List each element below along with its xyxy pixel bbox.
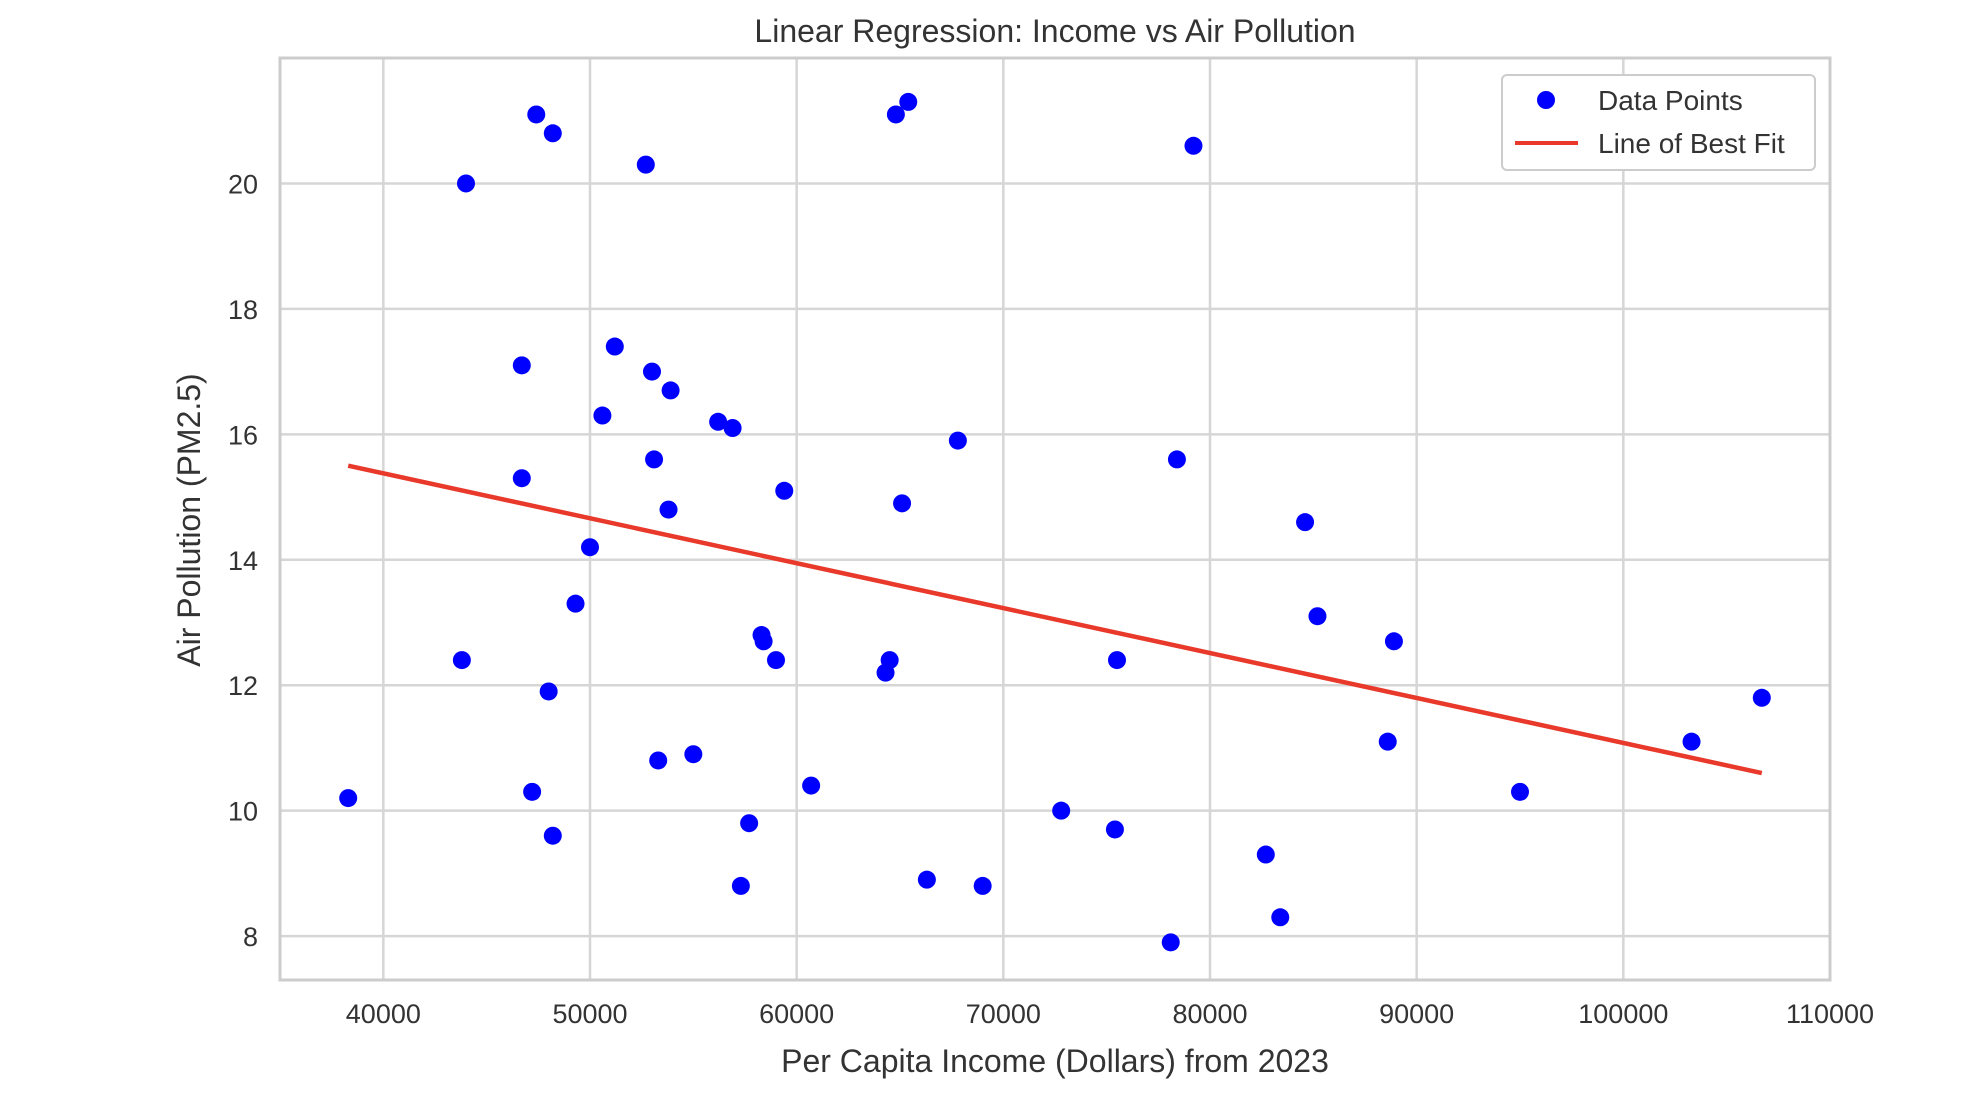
y-tick-labels: 8 10 12 14 16 18 20	[228, 169, 258, 952]
data-point	[684, 745, 703, 764]
data-point	[775, 481, 794, 500]
legend-marker-data-points	[1537, 91, 1555, 109]
data-point	[581, 538, 599, 557]
data-point	[452, 651, 471, 670]
x-tick-label: 110000	[1786, 999, 1874, 1029]
data-point	[1161, 933, 1180, 952]
data-points-layer	[339, 92, 1771, 952]
y-tick-label: 16	[228, 420, 258, 450]
x-axis-label: Per Capita Income (Dollars) from 2023	[781, 1043, 1329, 1079]
data-point	[802, 776, 821, 795]
x-tick-label: 40000	[346, 999, 421, 1029]
x-tick-label: 80000	[1172, 999, 1247, 1029]
data-point	[886, 105, 905, 124]
data-point	[512, 469, 531, 488]
data-point	[512, 356, 531, 375]
data-point	[1271, 908, 1290, 927]
data-point	[723, 419, 742, 438]
data-point	[1384, 632, 1403, 651]
best-fit-line-layer	[347, 463, 1763, 776]
data-point	[566, 594, 585, 613]
data-point	[1682, 732, 1701, 751]
legend-box	[1501, 74, 1816, 171]
best-fit-line	[347, 463, 1763, 776]
data-point	[1184, 136, 1203, 155]
data-point	[731, 876, 750, 895]
data-point	[1108, 651, 1126, 670]
plot-frame	[278, 56, 1832, 982]
x-tick-labels: 40000 50000 60000 70000 80000 90000 100000 1100…	[346, 999, 1874, 1029]
data-point	[893, 494, 912, 513]
data-point	[1296, 513, 1315, 532]
y-tick-label: 8	[243, 922, 258, 952]
data-point	[767, 651, 785, 670]
data-point	[661, 381, 680, 400]
y-tick-label: 14	[228, 546, 258, 576]
data-point	[709, 412, 728, 431]
data-point	[740, 814, 759, 833]
data-point	[523, 782, 542, 801]
x-tick-label: 50000	[552, 999, 627, 1029]
x-gridlines	[382, 58, 1832, 980]
data-point	[539, 682, 558, 701]
data-point	[948, 431, 967, 450]
data-point	[1167, 450, 1186, 469]
x-tick-label: 70000	[966, 999, 1041, 1029]
chart-title: Linear Regression: Income vs Air Polluti…	[754, 13, 1355, 49]
data-point	[527, 105, 546, 124]
data-point	[645, 450, 664, 469]
x-tick-label: 60000	[759, 999, 834, 1029]
data-point	[636, 155, 655, 174]
data-point	[754, 632, 773, 651]
y-gridlines	[280, 182, 1830, 938]
legend-label-best-fit: Line of Best Fit	[1598, 128, 1785, 159]
y-tick-label: 12	[228, 671, 258, 701]
data-point	[543, 826, 562, 845]
data-point	[605, 337, 624, 356]
legend-label-data-points: Data Points	[1598, 85, 1743, 116]
y-axis-label: Air Pollution (PM2.5)	[171, 373, 207, 666]
data-point	[1105, 820, 1124, 839]
data-point	[1308, 607, 1327, 626]
data-point	[643, 362, 661, 381]
data-point	[593, 406, 612, 425]
data-point	[1511, 782, 1529, 801]
legend: Data Points Line of Best Fit	[1501, 74, 1816, 171]
y-tick-label: 18	[228, 295, 258, 325]
data-point	[917, 870, 936, 889]
data-point	[1752, 688, 1771, 707]
data-point	[899, 92, 918, 111]
y-tick-label: 20	[228, 169, 258, 199]
data-point	[973, 876, 992, 895]
data-point	[649, 751, 668, 770]
data-point	[543, 124, 562, 143]
x-tick-label: 90000	[1379, 999, 1454, 1029]
data-point	[1378, 732, 1397, 751]
data-point	[1052, 801, 1071, 820]
x-tick-label: 100000	[1578, 999, 1668, 1029]
y-tick-label: 10	[228, 797, 258, 827]
data-point	[457, 174, 475, 193]
data-point	[659, 500, 678, 519]
data-point	[339, 789, 358, 808]
data-point	[880, 651, 899, 670]
data-point	[1256, 845, 1275, 864]
